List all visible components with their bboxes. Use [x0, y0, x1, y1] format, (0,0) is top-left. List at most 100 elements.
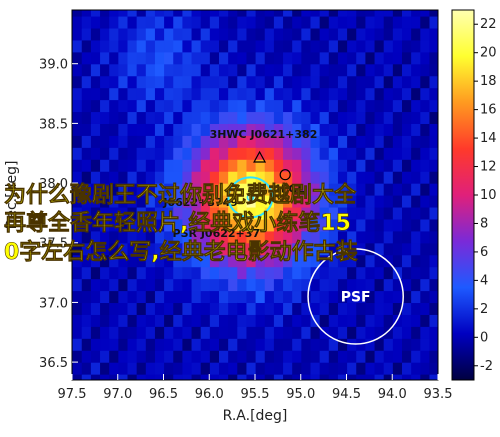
- heatmap-cell: [99, 362, 110, 375]
- heatmap-cell: [355, 27, 366, 41]
- heatmap-cell: [300, 314, 311, 327]
- heatmap-cell: [255, 51, 265, 65]
- heatmap-cell: [337, 338, 348, 351]
- heatmap-cell: [136, 99, 146, 113]
- heatmap-cell: [172, 242, 183, 256]
- heatmap-cell: [355, 218, 366, 232]
- heatmap-cell: [227, 362, 238, 375]
- heatmap-cell: [291, 338, 302, 351]
- heatmap-cell: [72, 15, 82, 29]
- heatmap-cell: [419, 51, 430, 65]
- heatmap-cell: [154, 206, 165, 220]
- heatmap-cell: [309, 230, 320, 244]
- heatmap-cell: [190, 218, 201, 232]
- heatmap-cell: [99, 290, 110, 304]
- heatmap-cell: [136, 63, 146, 77]
- heatmap-cell: [309, 195, 320, 208]
- heatmap-cell: [291, 195, 302, 208]
- heatmap-cell: [291, 171, 302, 184]
- heatmap-cell: [392, 350, 402, 363]
- heatmap-cell: [291, 254, 302, 268]
- heatmap-cell: [163, 99, 174, 113]
- heatmap-cell: [136, 326, 146, 339]
- heatmap-cell: [81, 195, 91, 208]
- heatmap-cell: [419, 338, 430, 351]
- heatmap-cell: [245, 338, 256, 351]
- heatmap-cell: [227, 242, 238, 256]
- heatmap-cell: [337, 27, 348, 41]
- heatmap-cell: [383, 123, 393, 136]
- heatmap-cell: [273, 75, 284, 89]
- heatmap-cell: [392, 27, 402, 41]
- colorbar-axis: -2 0 2 4 6 8 10 12 14 16 18 20 22: [474, 17, 497, 374]
- heatmap-cell: [337, 326, 348, 339]
- heatmap-cell: [428, 266, 438, 280]
- heatmap-cell: [337, 195, 348, 208]
- heatmap-cell: [163, 75, 174, 89]
- heatmap-cell: [72, 242, 82, 256]
- heatmap-cell: [190, 183, 201, 196]
- heatmap-cell: [181, 362, 192, 375]
- heatmap-cell: [392, 230, 402, 244]
- heatmap-cell: [300, 111, 311, 124]
- heatmap-cell: [428, 326, 438, 339]
- heatmap-cell: [236, 195, 247, 208]
- heatmap-cell: [346, 350, 357, 363]
- heatmap-cell: [81, 10, 91, 17]
- heatmap-cell: [392, 63, 402, 77]
- heatmap-cell: [364, 195, 375, 208]
- heatmap-cell: [410, 314, 421, 327]
- heatmap-cell: [346, 278, 357, 292]
- heatmap-cell: [428, 302, 438, 315]
- heatmap-cell: [72, 147, 73, 160]
- heatmap-cell: [401, 266, 412, 280]
- heatmap-cell: [227, 63, 238, 77]
- heatmap-cell: [264, 218, 274, 232]
- heatmap-cell: [319, 99, 329, 113]
- heatmap-cell: [172, 326, 183, 339]
- heatmap-cell: [190, 63, 201, 77]
- heatmap-cell: [364, 63, 375, 77]
- heatmap-cell: [218, 183, 229, 196]
- heatmap-cell: [282, 10, 293, 17]
- heatmap-cell: [81, 159, 91, 172]
- heatmap-cell: [328, 87, 338, 101]
- heatmap-cell: [81, 326, 91, 339]
- heatmap-cell: [126, 63, 137, 77]
- heatmap-cell: [245, 362, 256, 375]
- heatmap-cell: [227, 326, 238, 339]
- heatmap-cell: [428, 171, 438, 184]
- heatmap-cell: [154, 159, 165, 172]
- heatmap-cell: [383, 63, 393, 77]
- heatmap-cell: [154, 326, 165, 339]
- heatmap-cell: [291, 99, 302, 113]
- heatmap-cell: [209, 135, 219, 148]
- heatmap-cell: [227, 350, 238, 363]
- heatmap-cell: [145, 147, 155, 160]
- heatmap-cell: [392, 302, 402, 315]
- heatmap-cell: [337, 290, 348, 304]
- heatmap-cell: [273, 350, 284, 363]
- heatmap-cell: [428, 290, 438, 304]
- heatmap-cell: [346, 10, 357, 17]
- heatmap-cell: [108, 27, 119, 41]
- heatmap-cell: [99, 99, 110, 113]
- heatmap-cell: [364, 87, 375, 101]
- heatmap-cell: [126, 314, 137, 327]
- heatmap-cell: [264, 147, 274, 160]
- heatmap-cell: [163, 159, 174, 172]
- heatmap-cell: [99, 374, 110, 380]
- heatmap-cell: [145, 290, 155, 304]
- heatmap-cell: [401, 63, 412, 77]
- heatmap-cell: [209, 338, 219, 351]
- heatmap-cell: [108, 111, 119, 124]
- heatmap-cell: [154, 99, 165, 113]
- heatmap-cell: [255, 290, 265, 304]
- heatmap-cell: [136, 39, 146, 53]
- heatmap-cell: [99, 326, 110, 339]
- heatmap-cell: [154, 338, 165, 351]
- heatmap-cell: [291, 266, 302, 280]
- heatmap-cell: [72, 314, 73, 327]
- heatmap-cell: [419, 147, 430, 160]
- heatmap-cell: [282, 87, 293, 101]
